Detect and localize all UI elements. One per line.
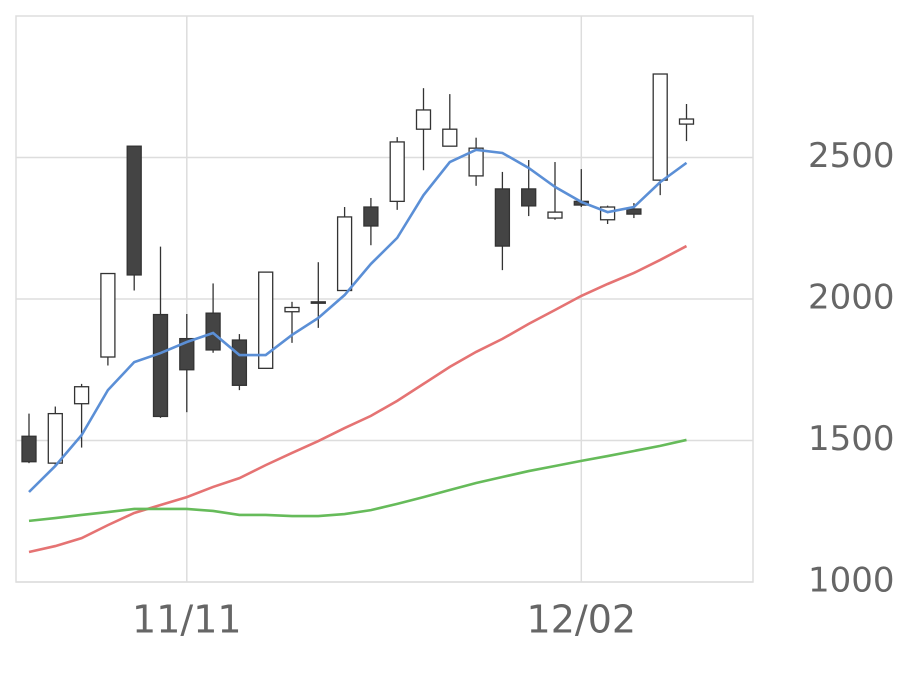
candle-body <box>152 313 169 418</box>
candle-body <box>205 312 221 351</box>
candle-body <box>547 211 563 219</box>
candle-body <box>47 412 63 464</box>
y-tick-label: 2500 <box>808 136 895 176</box>
ma-line <box>28 244 688 554</box>
candle-body <box>21 435 37 463</box>
x-tick-label: 12/02 <box>527 598 637 642</box>
candle-body <box>284 306 300 313</box>
candle-body <box>389 141 405 203</box>
candle-body <box>626 208 642 215</box>
candle-body <box>73 386 90 405</box>
y-tick-label: 1000 <box>808 561 895 601</box>
candle-body <box>100 272 116 358</box>
candle-body <box>442 128 458 147</box>
candle-body <box>179 337 195 371</box>
candle-body <box>521 188 537 207</box>
candle-body <box>678 118 695 125</box>
candle-body <box>231 339 248 386</box>
x-tick-label: 11/11 <box>132 598 242 642</box>
candle-body <box>468 147 484 177</box>
candle-body <box>258 271 274 369</box>
ma-line <box>28 438 687 523</box>
candle-body <box>336 216 353 292</box>
y-tick-label: 2000 <box>808 278 895 318</box>
candle-body <box>494 188 511 247</box>
candle-body <box>126 145 142 276</box>
candle-body <box>652 73 668 181</box>
y-tick-label: 1500 <box>808 419 895 459</box>
candle-body <box>310 301 326 304</box>
candle-body <box>363 206 379 227</box>
ma-line <box>28 148 688 493</box>
candle-body <box>415 109 432 130</box>
